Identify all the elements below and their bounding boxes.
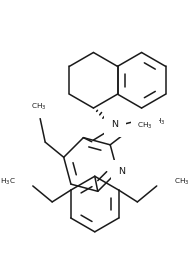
Text: CH$_3$: CH$_3$	[149, 117, 165, 127]
Text: CH$_3$: CH$_3$	[174, 177, 189, 187]
Text: N: N	[118, 167, 125, 176]
Text: N: N	[112, 120, 119, 129]
Text: CH$_3$: CH$_3$	[137, 121, 153, 131]
Text: H$_3$C: H$_3$C	[0, 177, 16, 187]
Text: CH$_3$: CH$_3$	[31, 102, 46, 112]
